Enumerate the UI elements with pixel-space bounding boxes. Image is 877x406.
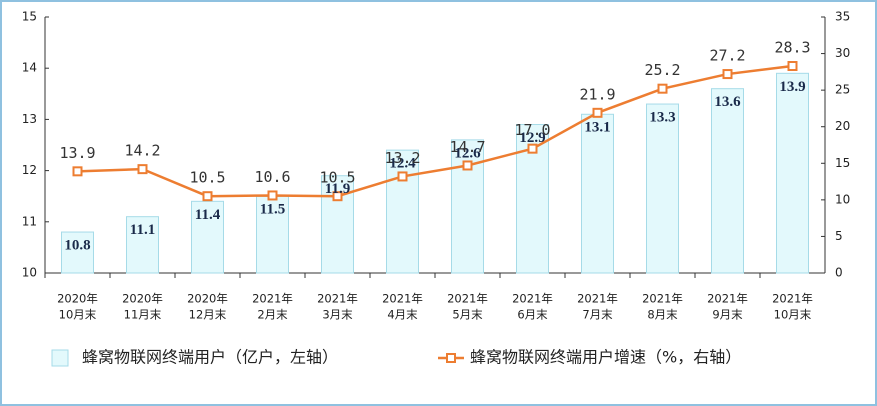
x-tick-label: 2020年 <box>122 292 163 306</box>
x-tick-label: 2021年 <box>772 292 813 306</box>
line-label: 27.2 <box>709 47 745 65</box>
line-label: 10.6 <box>254 168 290 186</box>
marker <box>527 143 538 154</box>
x-tick-label: 2020年 <box>57 292 98 306</box>
bar <box>256 195 289 274</box>
legend-swatch <box>51 349 69 367</box>
x-tick-label: 10月末 <box>774 308 812 322</box>
y2-tick-label: 30 <box>835 46 850 60</box>
line-label: 17.0 <box>514 121 550 139</box>
bar-label: 10.8 <box>64 237 90 253</box>
x-tick-label: 6月末 <box>517 308 548 322</box>
line-label: 28.3 <box>774 39 810 57</box>
y-tick-label: 14 <box>22 61 37 75</box>
y-tick-label: 13 <box>22 112 37 126</box>
bar-label: 13.3 <box>649 109 675 125</box>
y2-tick-label: 15 <box>835 156 850 170</box>
y2-tick-label: 5 <box>835 229 843 243</box>
line-label: 25.2 <box>644 61 680 79</box>
marker <box>722 69 733 80</box>
marker <box>592 107 603 118</box>
bar <box>646 103 679 274</box>
x-tick-label: 11月末 <box>124 308 162 322</box>
x-tick-label: 2月末 <box>257 308 288 322</box>
bar <box>581 113 614 274</box>
x-tick-label: 2021年 <box>642 292 683 306</box>
x-tick-label: 5月末 <box>452 308 483 322</box>
legend-label: 蜂窝物联网终端用户增速（%，右轴） <box>470 348 741 367</box>
x-tick-label: 7月末 <box>582 308 613 322</box>
marker <box>137 164 148 175</box>
x-tick-label: 4月末 <box>387 308 418 322</box>
bar-label: 12.4 <box>389 156 416 172</box>
y2-tick-label: 25 <box>835 83 850 97</box>
bar-label: 11.1 <box>130 222 155 238</box>
bar-label: 13.6 <box>714 94 741 110</box>
bar <box>711 88 744 274</box>
legend-label: 蜂窝物联网终端用户（亿户，左轴） <box>82 348 338 367</box>
y2-tick-label: 0 <box>835 266 843 280</box>
bar-label: 11.4 <box>195 207 221 223</box>
line-label: 13.2 <box>384 149 420 167</box>
line-label: 14.7 <box>449 138 485 156</box>
bar <box>386 149 419 274</box>
bar <box>61 231 94 274</box>
bar-label: 13.1 <box>584 120 610 136</box>
marker <box>72 166 83 177</box>
x-tick-label: 12月末 <box>189 308 227 322</box>
bar-label: 11.5 <box>260 202 285 218</box>
y-tick-label: 15 <box>22 10 37 24</box>
line-label: 14.2 <box>124 142 160 160</box>
line-label: 10.5 <box>319 169 355 187</box>
x-tick-label: 2021年 <box>707 292 748 306</box>
x-tick-label: 10月末 <box>59 308 97 322</box>
x-tick-label: 2021年 <box>382 292 423 306</box>
line-label: 10.5 <box>189 169 225 187</box>
bar-label: 11.9 <box>325 181 350 197</box>
x-tick-label: 2021年 <box>317 292 358 306</box>
line-label: 21.9 <box>579 85 615 103</box>
x-tick-label: 2021年 <box>577 292 618 306</box>
y2-tick-label: 10 <box>835 192 850 206</box>
marker <box>267 190 278 201</box>
marker <box>787 61 798 72</box>
bar <box>191 200 224 274</box>
marker <box>202 191 213 202</box>
marker <box>657 83 668 94</box>
line-label: 13.9 <box>59 144 95 162</box>
marker <box>332 191 343 202</box>
y2-tick-label: 20 <box>835 119 850 133</box>
x-tick-label: 9月末 <box>712 308 743 322</box>
x-tick-label: 2021年 <box>252 292 293 306</box>
x-tick-label: 2021年 <box>512 292 553 306</box>
bar <box>776 72 809 274</box>
legend-marker <box>446 353 456 363</box>
y-tick-label: 12 <box>22 163 37 177</box>
bar <box>126 216 159 274</box>
bar-label: 13.9 <box>779 79 805 95</box>
line <box>77 64 793 198</box>
x-tick-label: 2020年 <box>187 292 228 306</box>
marker <box>397 171 408 182</box>
bar-label: 12.6 <box>454 145 481 161</box>
y-tick-label: 11 <box>22 214 37 228</box>
y2-tick-label: 35 <box>835 10 850 24</box>
x-tick-label: 2021年 <box>447 292 488 306</box>
x-tick-label: 8月末 <box>647 308 678 322</box>
marker <box>462 160 473 171</box>
x-tick-label: 3月末 <box>322 308 353 322</box>
bar-label: 12.9 <box>519 130 545 146</box>
y-tick-label: 10 <box>22 266 37 280</box>
